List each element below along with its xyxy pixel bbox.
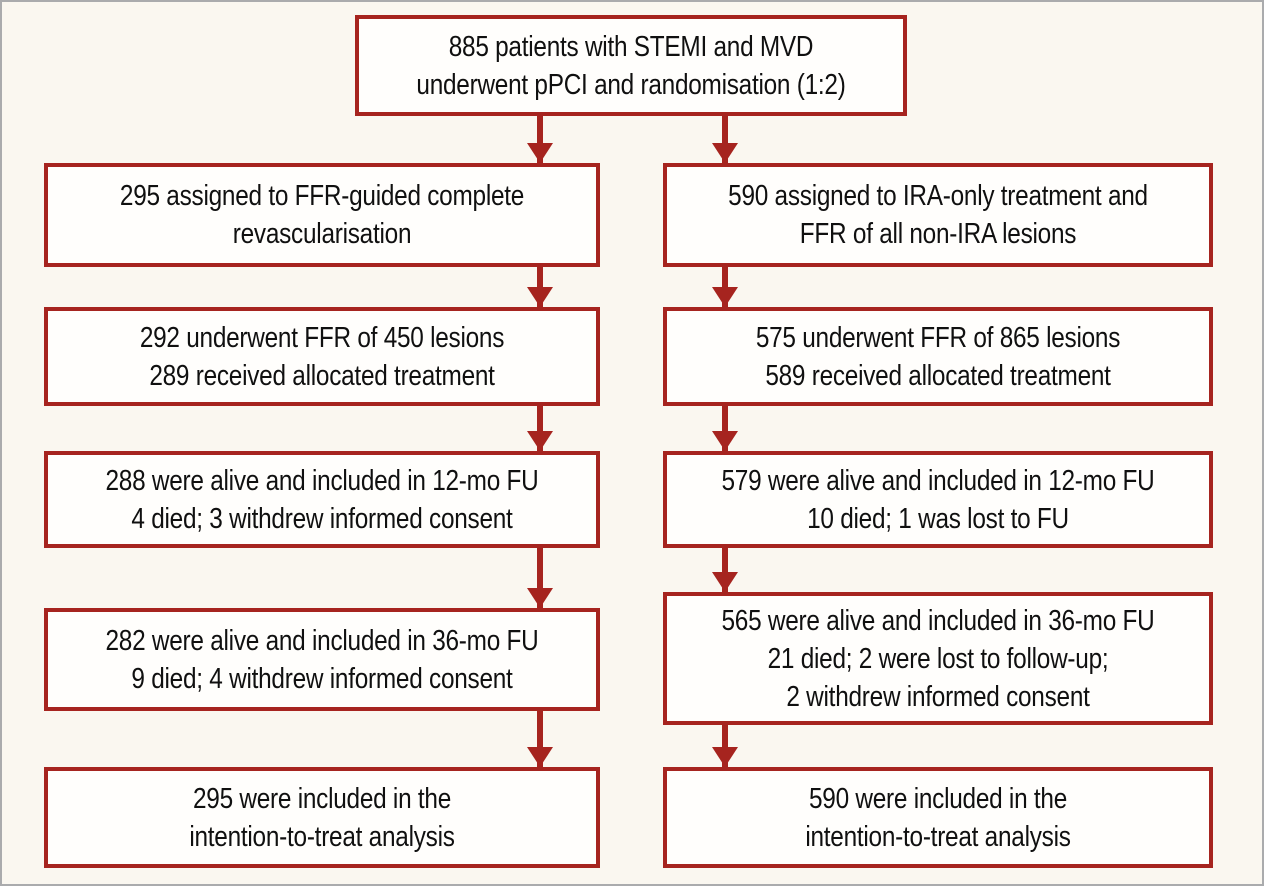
node-text: 295 assigned to FFR-guided complete reva… bbox=[92, 177, 552, 253]
flow-node-left-12mo-fu: 288 were alive and included in 12-mo FU … bbox=[44, 451, 600, 548]
arrow-down-icon bbox=[712, 267, 738, 307]
node-text-line: 590 were included in the bbox=[808, 782, 1068, 815]
flow-node-enrollment: 885 patients with STEMI and MVD underwen… bbox=[355, 15, 907, 116]
node-text-line: 295 were included in the bbox=[192, 782, 452, 815]
flow-node-right-treatment: 575 underwent FFR of 865 lesions 589 rec… bbox=[663, 307, 1213, 406]
flow-node-right-assigned: 590 assigned to IRA-only treatment and F… bbox=[663, 163, 1213, 267]
node-text-line: intention-to-treat analysis bbox=[805, 820, 1071, 853]
arrow-down-icon bbox=[527, 548, 553, 608]
node-text-line: 590 assigned to IRA-only treatment and bbox=[728, 180, 1148, 212]
node-text-line: 589 received allocated treatment bbox=[765, 359, 1111, 392]
flow-node-left-36mo-fu: 282 were alive and included in 36-mo FU … bbox=[44, 608, 600, 711]
arrow-down-icon bbox=[527, 267, 553, 307]
node-text-line: 565 were alive and included in 36-mo FU bbox=[721, 604, 1155, 637]
arrowhead-icon bbox=[527, 431, 553, 451]
node-text-line: revascularisation bbox=[232, 218, 412, 250]
arrowhead-icon bbox=[527, 143, 553, 163]
arrow-down-icon bbox=[712, 548, 738, 592]
arrowhead-icon bbox=[712, 747, 738, 767]
arrowhead-icon bbox=[527, 747, 553, 767]
node-text-line: underwent pPCI and randomisation (1:2) bbox=[416, 68, 846, 101]
arrowhead-icon bbox=[527, 588, 553, 608]
flow-node-left-itt-analysis: 295 were included in the intention-to-tr… bbox=[44, 767, 600, 868]
node-text: 575 underwent FFR of 865 lesions 589 rec… bbox=[710, 319, 1165, 395]
arrow-down-icon bbox=[712, 116, 738, 163]
node-text: 885 patients with STEMI and MVD underwen… bbox=[403, 28, 860, 104]
arrowhead-icon bbox=[712, 431, 738, 451]
arrowhead-icon bbox=[712, 143, 738, 163]
node-text-line: 575 underwent FFR of 865 lesions bbox=[755, 321, 1121, 354]
node-text-line: intention-to-treat analysis bbox=[189, 820, 455, 853]
node-text: 295 were included in the intention-to-tr… bbox=[92, 780, 552, 856]
node-text: 590 were included in the intention-to-tr… bbox=[710, 780, 1165, 856]
arrow-down-icon bbox=[527, 116, 553, 163]
node-text: 282 were alive and included in 36-mo FU … bbox=[92, 622, 552, 698]
node-text: 292 underwent FFR of 450 lesions 289 rec… bbox=[92, 319, 552, 395]
flow-node-right-36mo-fu: 565 were alive and included in 36-mo FU … bbox=[663, 592, 1213, 725]
node-text: 590 assigned to IRA-only treatment and F… bbox=[710, 177, 1165, 253]
node-text-line: 2 withdrew informed consent bbox=[786, 680, 1090, 713]
node-text: 565 were alive and included in 36-mo FU … bbox=[710, 602, 1165, 716]
node-text-line: 292 underwent FFR of 450 lesions bbox=[139, 321, 505, 354]
node-text-line: 289 received allocated treatment bbox=[149, 359, 495, 392]
node-text-line: 21 died; 2 were lost to follow-up; bbox=[767, 642, 1109, 675]
node-text-line: 288 were alive and included in 12-mo FU bbox=[105, 464, 539, 497]
node-text-line: 10 died; 1 was lost to FU bbox=[807, 502, 1069, 535]
node-text: 288 were alive and included in 12-mo FU … bbox=[92, 462, 552, 538]
arrow-down-icon bbox=[527, 711, 553, 767]
node-text-line: 579 were alive and included in 12-mo FU bbox=[721, 464, 1155, 497]
node-text-line: 885 patients with STEMI and MVD bbox=[448, 30, 814, 63]
flow-node-left-treatment: 292 underwent FFR of 450 lesions 289 rec… bbox=[44, 307, 600, 406]
flow-node-right-itt-analysis: 590 were included in the intention-to-tr… bbox=[663, 767, 1213, 868]
node-text-line: 4 died; 3 withdrew informed consent bbox=[131, 502, 513, 535]
node-text-line: 295 assigned to FFR-guided complete bbox=[119, 180, 525, 212]
arrow-down-icon bbox=[527, 406, 553, 451]
flow-node-left-assigned: 295 assigned to FFR-guided complete reva… bbox=[44, 163, 600, 267]
arrow-down-icon bbox=[712, 725, 738, 767]
arrowhead-icon bbox=[712, 287, 738, 307]
node-text: 579 were alive and included in 12-mo FU … bbox=[710, 462, 1165, 538]
arrowhead-icon bbox=[712, 572, 738, 592]
arrow-down-icon bbox=[712, 406, 738, 451]
node-text-line: 282 were alive and included in 36-mo FU bbox=[105, 624, 539, 657]
arrowhead-icon bbox=[527, 287, 553, 307]
node-text-line: 9 died; 4 withdrew informed consent bbox=[131, 662, 513, 695]
node-text-line: FFR of all non-IRA lesions bbox=[799, 218, 1077, 250]
flow-node-right-12mo-fu: 579 were alive and included in 12-mo FU … bbox=[663, 451, 1213, 548]
